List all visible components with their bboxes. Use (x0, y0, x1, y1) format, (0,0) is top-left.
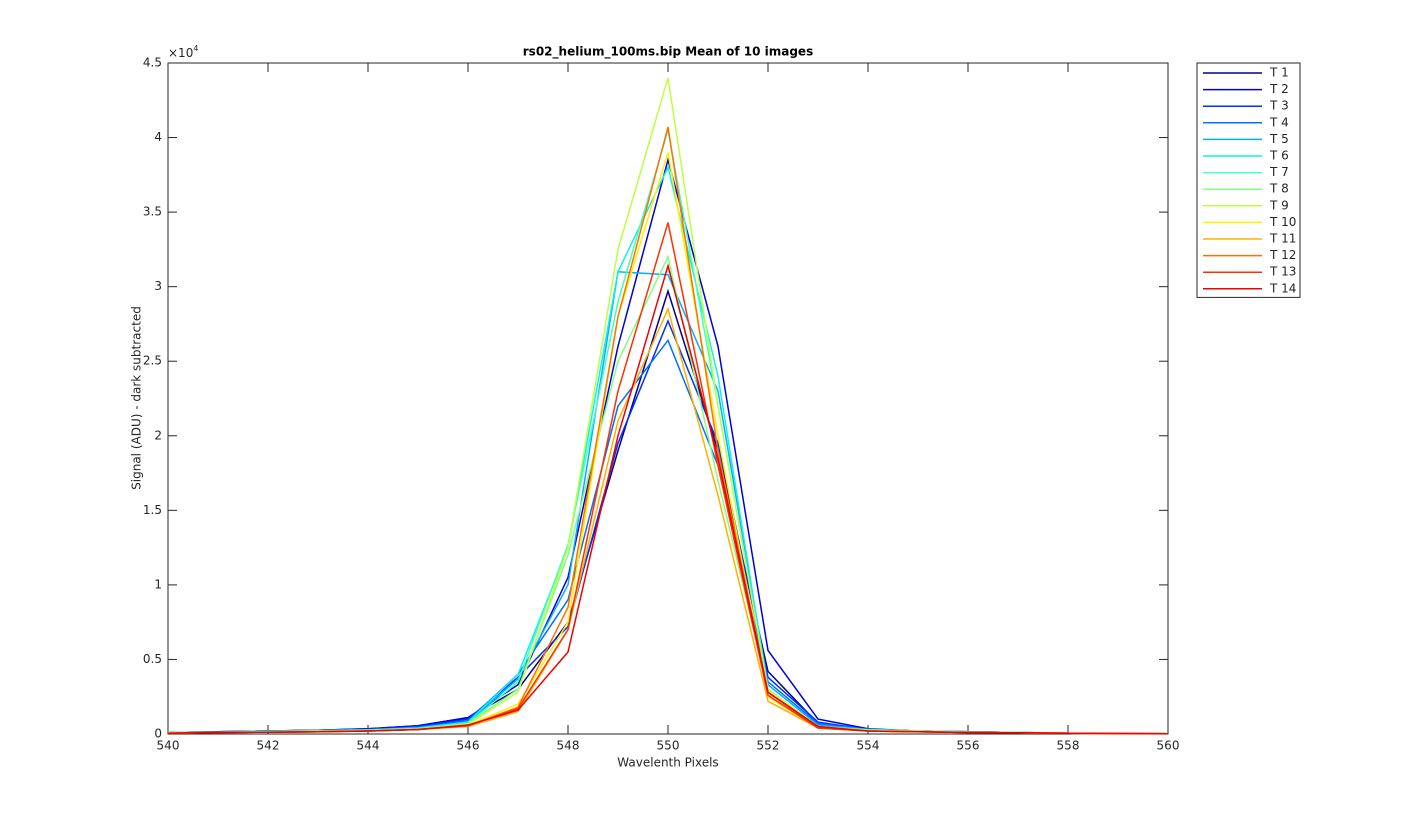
y-tick-label: 0 (154, 727, 162, 741)
y-tick-label: 4.5 (143, 56, 162, 70)
legend-label: T 2 (1269, 82, 1289, 96)
legend-label: T 14 (1269, 281, 1296, 295)
x-tick-label: 556 (957, 739, 980, 753)
x-tick-label: 552 (757, 739, 780, 753)
y-tick-label: 4 (154, 130, 162, 144)
x-tick-label: 554 (857, 739, 880, 753)
y-tick-label: 1 (154, 577, 162, 591)
y-multiplier-base: ×10 (168, 46, 193, 60)
y-multiplier: ×104 (168, 44, 198, 60)
legend-label: T 13 (1269, 265, 1296, 279)
legend-label: T 8 (1269, 182, 1289, 196)
y-multiplier-exponent: 4 (193, 44, 198, 53)
legend-label: T 7 (1269, 165, 1289, 179)
y-tick-label: 3.5 (143, 205, 162, 219)
x-tick-label: 558 (1057, 739, 1080, 753)
legend-label: T 5 (1269, 132, 1289, 146)
legend-label: T 6 (1269, 149, 1289, 163)
x-tick-label: 540 (157, 739, 180, 753)
y-tick-label: 2 (154, 428, 162, 442)
y-tick-label: 0.5 (143, 652, 162, 666)
legend-label: T 12 (1269, 248, 1296, 262)
legend-label: T 1 (1269, 66, 1289, 80)
x-tick-label: 548 (557, 739, 580, 753)
y-tick-label: 3 (154, 279, 162, 293)
series-line (167, 262, 1169, 735)
y-tick-label: 1.5 (143, 503, 162, 517)
x-tick-label: 544 (357, 739, 380, 753)
x-axis-label: Wavelenth Pixels (617, 756, 718, 770)
legend-label: T 3 (1269, 99, 1289, 113)
legend-box (1196, 62, 1301, 298)
x-tick-label: 550 (657, 739, 680, 753)
y-axis-label: Signal (ADU) - dark subtracted (130, 306, 144, 490)
chart-title: rs02_helium_100ms.bip Mean of 10 images (523, 45, 813, 60)
legend-label: T 4 (1269, 115, 1289, 129)
x-tick-label: 560 (1157, 739, 1180, 753)
x-tick-label: 546 (457, 739, 480, 753)
legend-label: T 10 (1269, 215, 1296, 229)
y-tick-label: 2.5 (143, 354, 162, 368)
x-tick-label: 542 (257, 739, 280, 753)
legend-label: T 11 (1269, 232, 1296, 246)
legend-label: T 9 (1269, 198, 1289, 212)
